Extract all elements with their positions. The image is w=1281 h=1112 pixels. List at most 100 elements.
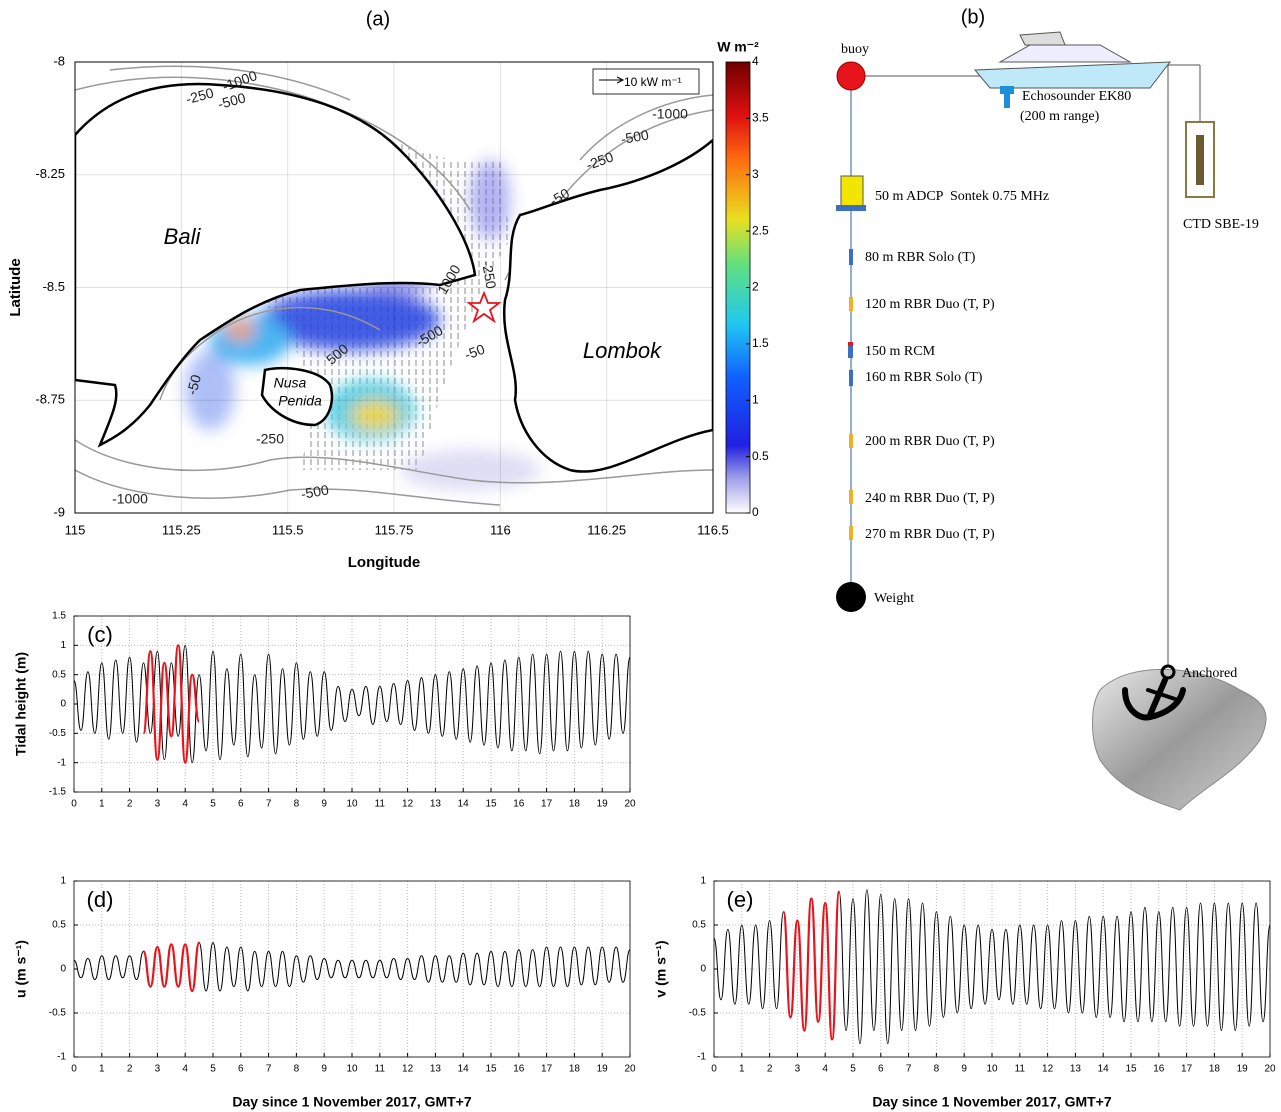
x-tick-label: 18 — [569, 1064, 581, 1075]
x-tick-label: 11 — [1015, 1064, 1026, 1075]
x-tick-label: 6 — [878, 1064, 884, 1075]
adcp-base — [836, 205, 866, 211]
y-tick-label: 1 — [60, 640, 66, 651]
contour-label: -1000 — [652, 106, 688, 122]
x-tick-label: 116 — [490, 522, 511, 537]
series-line — [142, 941, 201, 993]
x-tick-label: 13 — [1070, 1064, 1082, 1075]
reference-arrow-head — [616, 76, 625, 84]
contour-label: -500 — [300, 481, 331, 502]
reference-arrow-label: 10 kW m⁻¹ — [624, 75, 682, 89]
y-tick-label: -1 — [697, 1052, 706, 1063]
y-axis-label: Tidal height (m) — [13, 652, 29, 756]
place-label: Nusa — [274, 375, 307, 391]
x-tick-label: 15 — [485, 1064, 497, 1075]
y-axis-label: u (m s⁻¹) — [13, 940, 29, 998]
x-tick-label: 11 — [375, 799, 386, 810]
x-tick-label: 4 — [182, 799, 188, 810]
x-tick-label: 2 — [127, 1064, 133, 1075]
instrument-240 — [849, 490, 853, 504]
x-tick-label: 3 — [155, 1064, 161, 1075]
x-tick-label: 18 — [1209, 1064, 1221, 1075]
diagram-label: (200 m range) — [1020, 109, 1100, 124]
plot-frame — [713, 880, 1271, 1058]
x-tick-label: 17 — [541, 1064, 553, 1075]
map-field — [75, 65, 713, 506]
x-tick-label: 15 — [1125, 1064, 1137, 1075]
x-tick-label: 0 — [711, 1064, 717, 1075]
colorbar-tick-label: 1 — [752, 392, 759, 406]
x-tick-label: 9 — [321, 1064, 327, 1075]
series-line — [73, 644, 631, 764]
colorbar-tick-label: 0.5 — [752, 449, 769, 463]
reference-arrow-box — [592, 68, 700, 95]
x-tick-label: 10 — [346, 799, 358, 810]
map-frame — [74, 61, 714, 514]
instrument-80 — [849, 249, 853, 265]
x-tick-label: 1 — [99, 799, 105, 810]
diagram-label: buoy — [841, 42, 869, 57]
x-tick-label: 115.5 — [272, 522, 304, 537]
x-tick-label: 11 — [375, 1064, 386, 1075]
y-tick-label: -0.5 — [689, 1008, 707, 1019]
y-tick-label: -8.25 — [35, 166, 65, 181]
instrument-150 — [848, 342, 853, 358]
diagram-label: CTD SBE-19 — [1183, 217, 1259, 232]
instrument-160 — [849, 370, 853, 386]
x-tick-label: 20 — [1264, 1064, 1276, 1075]
colorbar-tick-label: 2 — [752, 280, 759, 294]
x-tick-label: 0 — [71, 1064, 77, 1075]
x-axis-label: Day since 1 November 2017, GMT+7 — [232, 1094, 471, 1110]
place-label: Penida — [278, 393, 322, 409]
x-tick-label: 1 — [739, 1064, 745, 1075]
diagram-label: 80 m RBR Solo (T) — [865, 250, 976, 265]
series-line — [782, 890, 841, 1041]
chart-title: (a) — [366, 8, 390, 30]
y-tick-label: 0.5 — [52, 920, 66, 931]
x-tick-label: 3 — [795, 1064, 801, 1075]
x-tick-label: 16 — [513, 799, 525, 810]
x-tick-label: 16 — [513, 1064, 525, 1075]
series-line — [713, 889, 1271, 1045]
x-tick-label: 15 — [485, 799, 497, 810]
y-tick-label: 0.5 — [52, 669, 66, 680]
contour-label: -250 — [256, 431, 284, 447]
colorbar-tick-label: 0 — [752, 505, 759, 519]
x-tick-label: 7 — [266, 1064, 272, 1075]
ship-bridge — [1019, 31, 1066, 46]
x-tick-label: 9 — [961, 1064, 967, 1075]
diagram-label: 150 m RCM — [865, 344, 936, 359]
mooring-star — [466, 290, 502, 324]
instrument-120 — [849, 297, 853, 311]
y-tick-label: 1.5 — [52, 611, 66, 622]
colorbar-tick-label: 3.5 — [752, 111, 769, 125]
x-tick-label: 18 — [569, 799, 581, 810]
place-label: Lombok — [583, 338, 662, 363]
chart-title: (e) — [727, 887, 754, 912]
x-tick-label: 17 — [541, 799, 553, 810]
nusa-penida-coast — [260, 366, 334, 427]
anchor — [1122, 664, 1186, 721]
ctd-frame — [1185, 121, 1215, 198]
weight — [836, 582, 866, 612]
x-tick-label: 9 — [321, 799, 327, 810]
y-tick-label: 0 — [60, 699, 66, 710]
plot-frame — [73, 615, 631, 793]
instrument-150-top — [848, 342, 853, 346]
diagram-label: 50 m ADCP Sontek 0.75 MHz — [875, 189, 1049, 204]
diagram-label: 160 m RBR Solo (T) — [865, 370, 983, 385]
lombok-coast — [502, 138, 713, 473]
x-tick-label: 12 — [402, 799, 414, 810]
x-tick-label: 13 — [430, 799, 442, 810]
x-tick-label: 5 — [210, 799, 216, 810]
x-tick-label: 5 — [850, 1064, 856, 1075]
x-tick-label: 4 — [822, 1064, 828, 1075]
diagram-label: Weight — [874, 591, 914, 606]
y-tick-label: -0.5 — [49, 728, 67, 739]
y-axis-label: Latitude — [7, 258, 24, 316]
x-tick-label: 14 — [1098, 1064, 1110, 1075]
x-tick-label: 19 — [1237, 1064, 1249, 1075]
x-tick-label: 20 — [624, 799, 636, 810]
x-tick-label: 6 — [238, 799, 244, 810]
